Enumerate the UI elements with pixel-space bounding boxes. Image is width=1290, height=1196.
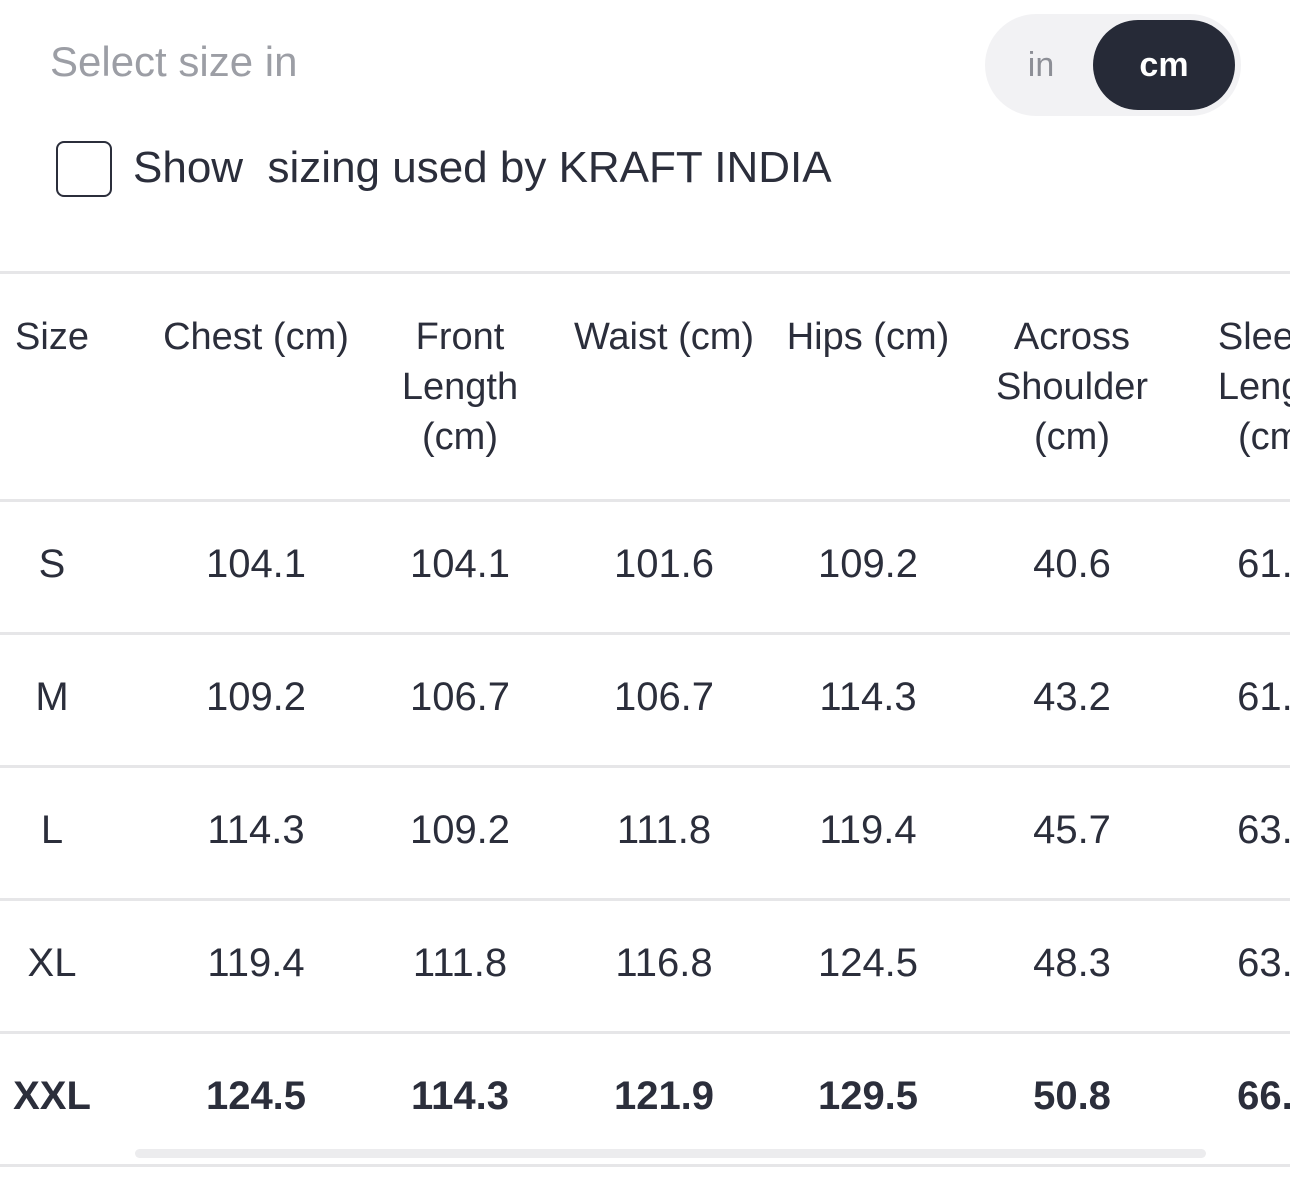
table-cell: 66.0 <box>1237 1074 1290 1118</box>
table-cell: 109.2 <box>817 542 919 586</box>
table-cell: M <box>35 675 69 719</box>
table-cell: 124.5 <box>205 1074 307 1118</box>
table-cell: 45.7 <box>1033 808 1111 852</box>
table-cell: 119.4 <box>207 941 305 985</box>
table-cell: 104.1 <box>409 542 511 586</box>
row-divider <box>0 1164 1290 1167</box>
row-divider <box>0 898 1290 901</box>
table-cell: 129.5 <box>817 1074 919 1118</box>
row-divider <box>0 1031 1290 1034</box>
table-cell: 124.5 <box>817 941 919 985</box>
table-cell: 61.0 <box>1237 675 1290 719</box>
table-cell: 63.5 <box>1237 941 1290 985</box>
table-cell: 61.0 <box>1237 542 1290 586</box>
table-cell: 111.8 <box>412 941 508 985</box>
checkbox[interactable] <box>56 141 112 197</box>
column-header: Front Length (cm) <box>401 316 519 458</box>
table-cell: 109.2 <box>205 675 307 719</box>
table-cell: 50.8 <box>1033 1074 1111 1118</box>
table-cell: 119.4 <box>819 808 917 852</box>
table-cell: 104.1 <box>205 542 307 586</box>
unit-toggle[interactable]: in cm <box>985 14 1241 116</box>
row-divider <box>0 632 1290 635</box>
table-cell: 63.5 <box>1237 808 1290 852</box>
table-cell: 116.8 <box>615 941 713 985</box>
scrollbar[interactable] <box>135 1149 1206 1158</box>
table-cell: 43.2 <box>1033 675 1111 719</box>
column-header: Chest (cm) <box>163 316 349 358</box>
table-cell: 121.9 <box>613 1074 715 1118</box>
table-cell: L <box>40 808 64 852</box>
column-header: Size <box>15 316 89 358</box>
unit-option[interactable]: in <box>1027 46 1055 84</box>
column-header: Sleeve Length (cm) <box>1217 316 1290 458</box>
table-cell: 101.6 <box>613 542 715 586</box>
table-cell: 114.3 <box>819 675 917 719</box>
table-cell: 40.6 <box>1033 542 1111 586</box>
table-cell: 109.2 <box>409 808 511 852</box>
column-header: Across Shoulder (cm) <box>995 316 1149 458</box>
unit-label: Select size in <box>50 38 298 85</box>
checkbox-label[interactable]: Show sizing used by KRAFT INDIA <box>133 143 832 192</box>
table-cell: 114.3 <box>207 808 305 852</box>
table-cell: 111.8 <box>616 808 712 852</box>
table-cell: S <box>38 542 66 586</box>
column-header: Waist (cm) <box>573 316 755 358</box>
table-cell: 48.3 <box>1033 941 1111 985</box>
row-divider <box>0 765 1290 768</box>
unit-option[interactable]: cm <box>1093 20 1235 110</box>
row-divider <box>0 499 1290 502</box>
table-cell: XL <box>27 941 77 985</box>
table-border <box>0 271 1290 274</box>
table-cell: 114.3 <box>411 1074 509 1118</box>
column-header: Hips (cm) <box>786 316 950 358</box>
table-cell: 106.7 <box>613 675 715 719</box>
table-cell: 106.7 <box>409 675 511 719</box>
table-cell: XXL <box>13 1074 91 1118</box>
